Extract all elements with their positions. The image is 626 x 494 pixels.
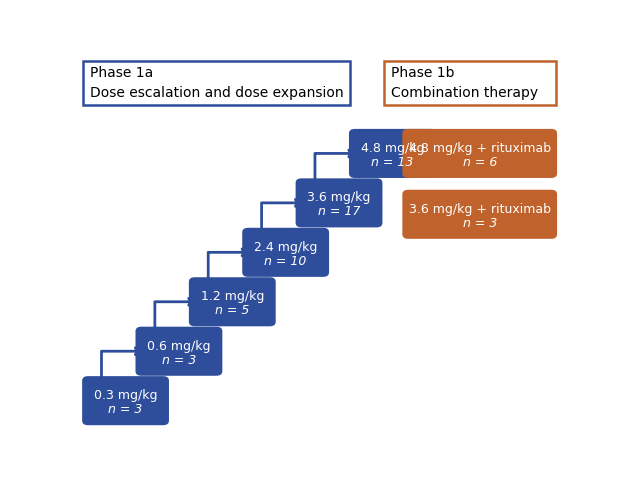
Text: 3.6 mg/kg: 3.6 mg/kg [307, 191, 371, 204]
Text: n = 10: n = 10 [264, 254, 307, 268]
Text: n = 3: n = 3 [108, 403, 143, 416]
FancyBboxPatch shape [295, 178, 382, 227]
Text: n = 3: n = 3 [162, 354, 196, 367]
FancyBboxPatch shape [403, 190, 557, 239]
Text: Combination therapy: Combination therapy [391, 85, 538, 100]
FancyBboxPatch shape [189, 277, 275, 327]
Text: 3.6 mg/kg + rituximab: 3.6 mg/kg + rituximab [409, 203, 551, 215]
Text: 2.4 mg/kg: 2.4 mg/kg [254, 241, 317, 253]
Text: n = 6: n = 6 [463, 156, 497, 169]
Text: n = 13: n = 13 [371, 156, 414, 169]
Text: 4.8 mg/kg: 4.8 mg/kg [361, 142, 424, 155]
FancyBboxPatch shape [403, 129, 557, 178]
FancyBboxPatch shape [242, 228, 329, 277]
FancyBboxPatch shape [83, 61, 350, 105]
FancyBboxPatch shape [82, 376, 169, 425]
Text: 1.2 mg/kg: 1.2 mg/kg [200, 290, 264, 303]
Text: Phase 1a: Phase 1a [90, 66, 153, 81]
Text: n = 17: n = 17 [318, 205, 360, 218]
Text: 4.8 mg/kg + rituximab: 4.8 mg/kg + rituximab [409, 142, 551, 155]
Text: 0.3 mg/kg: 0.3 mg/kg [94, 389, 157, 402]
Text: Dose escalation and dose expansion: Dose escalation and dose expansion [90, 85, 344, 100]
Text: n = 3: n = 3 [463, 216, 497, 230]
Text: 0.6 mg/kg: 0.6 mg/kg [147, 339, 211, 353]
FancyBboxPatch shape [135, 327, 222, 376]
FancyBboxPatch shape [349, 129, 436, 178]
FancyBboxPatch shape [384, 61, 556, 105]
Text: n = 5: n = 5 [215, 304, 250, 317]
Text: Phase 1b: Phase 1b [391, 66, 454, 81]
